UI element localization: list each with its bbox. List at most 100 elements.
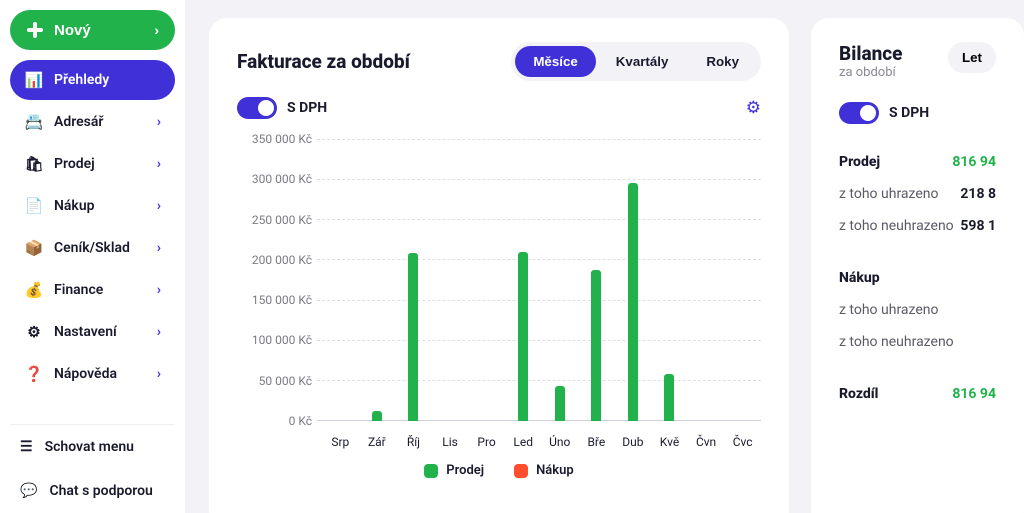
tab-months[interactable]: Měsíce: [515, 46, 595, 77]
sidebar-icon: 📄: [24, 197, 44, 215]
new-button-label: Nový: [54, 22, 91, 39]
bar-slot: [541, 386, 578, 421]
bar[interactable]: [555, 386, 565, 421]
chart-x-tick: Zář: [359, 435, 396, 449]
bar[interactable]: [664, 374, 674, 421]
chart-x-tick: Pro: [468, 435, 505, 449]
sidebar-item-5[interactable]: 💰Finance›: [10, 270, 175, 310]
sidebar-item-label: Prodej: [54, 156, 95, 172]
row-prodej-value: 816 94: [952, 154, 996, 170]
balance-rows: Prodej 816 94 z toho uhrazeno 218 8 z to…: [839, 146, 996, 410]
bar[interactable]: [372, 411, 382, 421]
tab-years[interactable]: Roky: [688, 46, 757, 77]
chevron-right-icon: ›: [157, 114, 161, 130]
sidebar-icon: ❓: [24, 365, 44, 383]
sidebar-item-3[interactable]: 📄Nákup›: [10, 186, 175, 226]
main-content: Fakturace za období Měsíce Kvartály Roky…: [185, 0, 1024, 513]
sidebar-icon: 📊: [24, 71, 44, 89]
chevron-right-icon: ›: [157, 240, 161, 256]
bar[interactable]: [518, 252, 528, 421]
chevron-right-icon: ›: [157, 198, 161, 214]
bar-chart: 350 000 Kč300 000 Kč250 000 Kč200 000 Kč…: [237, 139, 761, 449]
chart-panel-header: Fakturace za období Měsíce Kvartály Roky: [237, 42, 761, 81]
sidebar-item-4[interactable]: 📦Ceník/Sklad›: [10, 228, 175, 268]
chevron-right-icon: ›: [157, 366, 161, 382]
balance-header: Bilance za období Let: [839, 42, 996, 96]
balance-vat-label: S DPH: [889, 105, 929, 121]
vat-toggle-label: S DPH: [287, 100, 327, 116]
balance-vat-toggle[interactable]: S DPH: [839, 102, 996, 124]
sidebar-item-6[interactable]: ⚙Nastavení›: [10, 312, 175, 352]
sidebar-item-7[interactable]: ❓ Nápověda ›: [10, 354, 175, 394]
chart-y-tick: 150 000 Kč: [237, 293, 312, 307]
chart-x-tick: Čvc: [724, 435, 761, 449]
row-nakup-uhrazeno-label: z toho uhrazeno: [839, 302, 939, 318]
chart-legend: Prodej Nákup: [237, 463, 761, 478]
row-prodej-label: Prodej: [839, 154, 880, 170]
gear-icon[interactable]: ⚙: [746, 98, 761, 118]
balance-title: Bilance: [839, 42, 902, 65]
sidebar-item-label: Nápověda: [54, 366, 117, 382]
balance-panel: Bilance za období Let S DPH Prodej 816 9…: [811, 18, 1024, 513]
row-neuhrazeno-value: 598 1: [960, 218, 996, 234]
vat-switch[interactable]: [237, 97, 277, 119]
chevron-right-icon: ›: [157, 156, 161, 172]
legend-item: Nákup: [514, 463, 574, 478]
bar-slot: [578, 270, 615, 421]
sidebar-item-2[interactable]: 🛍 Prodej ›: [10, 144, 175, 184]
legend-label: Nákup: [536, 463, 574, 478]
chart-x-tick: Led: [505, 435, 542, 449]
chart-x-tick: Čvn: [688, 435, 725, 449]
bar[interactable]: [408, 253, 418, 421]
sidebar-nav: 📊Přehledy📇Adresář›🛍Prodej›📄Nákup›📦Ceník/…: [10, 60, 175, 394]
row-uhrazeno-value: 218 8: [960, 186, 996, 202]
balance-period-button[interactable]: Let: [948, 42, 996, 73]
chart-y-labels: 350 000 Kč300 000 Kč250 000 Kč200 000 Kč…: [237, 132, 312, 428]
chart-y-tick: 100 000 Kč: [237, 333, 312, 347]
legend-swatch: [514, 464, 528, 478]
hide-menu-label: Schovat menu: [45, 439, 134, 455]
sidebar-item-label: Adresář: [54, 114, 103, 130]
chart-y-tick: 250 000 Kč: [237, 213, 312, 227]
bar-slot: [395, 253, 432, 421]
chart-x-tick: Srp: [322, 435, 359, 449]
sidebar-item-label: Přehledy: [54, 72, 109, 88]
legend-label: Prodej: [446, 463, 484, 478]
chart-panel-title: Fakturace za období: [237, 50, 410, 73]
chat-icon: 💬: [20, 483, 37, 499]
bar-slot: [359, 411, 396, 421]
vat-toggle[interactable]: S DPH: [237, 97, 327, 119]
chart-y-tick: 0 Kč: [237, 414, 312, 428]
chart-x-labels: SrpZářŘíjLisProLedÚnoBřeDubKvěČvnČvc: [322, 435, 761, 449]
tab-quarters[interactable]: Kvartály: [598, 46, 687, 77]
row-neuhrazeno-label: z toho neuhrazeno: [839, 218, 954, 234]
chat-support-button[interactable]: 💬 Chat s podporou: [10, 469, 175, 513]
row-rozdil-label: Rozdíl: [839, 386, 878, 402]
bar[interactable]: [628, 183, 638, 421]
sidebar-item-label: Finance: [54, 282, 103, 298]
sidebar-item-0[interactable]: 📊 Přehledy: [10, 60, 175, 100]
chat-support-label: Chat s podporou: [49, 483, 152, 499]
chevron-right-icon: ›: [157, 282, 161, 298]
chart-x-tick: Říj: [395, 435, 432, 449]
sidebar-icon: ⚙: [24, 323, 44, 341]
legend-item: Prodej: [424, 463, 484, 478]
row-nakup-label: Nákup: [839, 270, 880, 286]
chart-toggle-row: S DPH ⚙: [237, 97, 761, 119]
row-nakup-neuhrazeno-label: z toho neuhrazeno: [839, 334, 954, 350]
bar-slot: [651, 374, 688, 421]
bar-slot: [505, 252, 542, 421]
chart-y-tick: 50 000 Kč: [237, 374, 312, 388]
row-uhrazeno-label: z toho uhrazeno: [839, 186, 939, 202]
legend-swatch: [424, 464, 438, 478]
chart-y-tick: 300 000 Kč: [237, 172, 312, 186]
new-button[interactable]: Nový ›: [10, 10, 175, 50]
menu-collapse-icon: ☰: [20, 439, 33, 455]
chart-bars: [322, 139, 761, 421]
hide-menu-button[interactable]: ☰ Schovat menu: [10, 425, 175, 469]
sidebar-icon: 🛍: [24, 155, 44, 173]
sidebar-item-1[interactable]: 📇Adresář›: [10, 102, 175, 142]
period-tabs: Měsíce Kvartály Roky: [511, 42, 761, 81]
balance-vat-switch[interactable]: [839, 102, 879, 124]
bar[interactable]: [591, 270, 601, 421]
